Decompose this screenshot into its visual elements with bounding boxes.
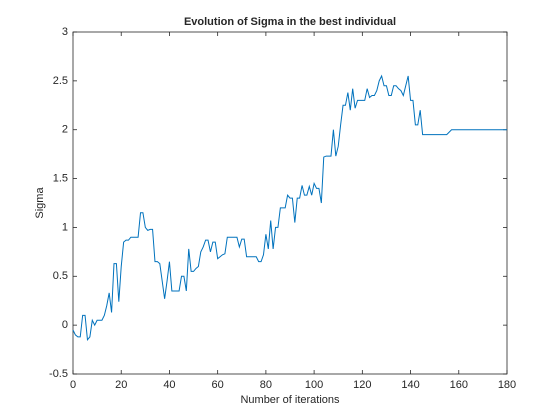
line — [72, 74, 507, 342]
y-tick-label: 0 — [62, 319, 68, 331]
x-tick-label: 180 — [498, 379, 516, 391]
y-tick-label: 2 — [62, 124, 68, 136]
chart-title: Evolution of Sigma in the best individua… — [184, 16, 396, 28]
x-tick-label: 60 — [212, 379, 224, 391]
x-tick-label: 0 — [70, 379, 76, 391]
x-tick-label: 100 — [305, 379, 323, 391]
y-axis-label: Sigma — [34, 187, 46, 219]
x-axis-label: Number of iterations — [240, 394, 340, 406]
y-tick-label: 0.5 — [53, 270, 68, 282]
y-tick-label: -0.5 — [49, 368, 68, 380]
y-tick-label: 1 — [62, 221, 68, 233]
x-tick-label: 140 — [401, 379, 419, 391]
x-tick-label: 40 — [163, 379, 175, 391]
axes-box — [72, 31, 508, 375]
x-tick-label: 80 — [260, 379, 272, 391]
y-tick-label: 3 — [62, 26, 68, 38]
y-tick-label: 1.5 — [53, 172, 68, 184]
y-tick-label: 2.5 — [53, 75, 68, 87]
x-tick-label: 160 — [450, 379, 468, 391]
x-tick-label: 20 — [115, 379, 127, 391]
x-tick-label: 120 — [353, 379, 371, 391]
